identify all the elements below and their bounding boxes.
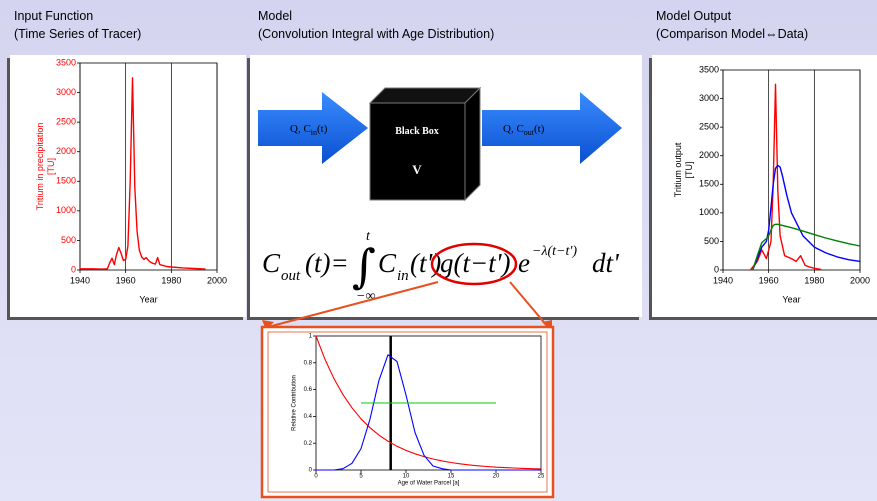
formula-part: C [378, 248, 397, 278]
y-tick-label: 1000 [56, 205, 76, 215]
x-tick-label: 1960 [759, 275, 779, 285]
formula-part: (t)= [305, 248, 349, 278]
formula-part: dt' [592, 248, 620, 278]
y-tick-label: 0.8 [304, 360, 313, 366]
y-tick-label: 2500 [699, 122, 719, 132]
x-tick-label: 20 [493, 474, 500, 480]
x-tick-label: 15 [448, 474, 455, 480]
y-tick-label: 2000 [699, 150, 719, 160]
x-tick-label: 1980 [804, 275, 824, 285]
panel-title: Model Output [656, 9, 732, 23]
y-tick-label: 1500 [699, 179, 719, 189]
y-axis-label: Tritium in precipitation [35, 123, 45, 211]
box-volume: V [412, 162, 422, 177]
y-axis-label: [TU] [684, 162, 694, 179]
formula-part: −λ(t−t') [532, 244, 577, 259]
y-axis-label: Relative Contribution [292, 375, 298, 431]
label: (t) [534, 123, 545, 135]
y-tick-label: 0 [71, 264, 76, 274]
y-tick-label: 0.4 [304, 414, 313, 420]
panel-title: Input Function [14, 9, 93, 23]
formula-part: in [397, 268, 409, 284]
cube-top [370, 88, 480, 103]
formula-part: g(t−t') [440, 248, 510, 278]
y-tick-label: 3000 [56, 87, 76, 97]
y-tick-label: 500 [704, 236, 719, 246]
x-tick-label: 1980 [161, 275, 181, 285]
formula-part: e [518, 248, 530, 278]
y-tick-label: 1500 [56, 176, 76, 186]
panel-title: Model [258, 9, 292, 23]
y-tick-label: 500 [61, 235, 76, 245]
x-tick-label: 10 [403, 474, 410, 480]
x-tick-label: 1960 [116, 275, 136, 285]
page: {"panels": [ {"title": "Input Function",… [0, 0, 877, 501]
x-tick-label: 2000 [850, 275, 870, 285]
formula-part: out [281, 268, 301, 284]
label: Q, C [290, 123, 311, 135]
formula-part: C [262, 248, 281, 278]
x-axis-label: Year [782, 294, 800, 304]
x-tick-label: 1940 [713, 275, 733, 285]
inset-panel [262, 327, 553, 497]
formula-part: ∫ [352, 239, 376, 293]
y-tick-label: 3500 [56, 57, 76, 67]
cube-side [465, 88, 480, 200]
x-axis-label: Age of Water Parcel [a] [398, 481, 460, 487]
y-tick-label: 3500 [699, 64, 719, 74]
panel-subtitle: (Time Series of Tracer) [14, 27, 141, 41]
panel-subtitle: (Convolution Integral with Age Distribut… [258, 27, 494, 41]
x-tick-label: 25 [538, 474, 545, 480]
inflow-label: Q, Cin(t) [290, 123, 328, 137]
y-tick-label: 3000 [699, 93, 719, 103]
x-tick-label: 2000 [207, 275, 227, 285]
y-tick-label: 2500 [56, 117, 76, 127]
y-tick-label: 0.2 [304, 441, 313, 447]
label: (t) [317, 123, 328, 135]
y-tick-label: 1000 [699, 207, 719, 217]
y-tick-label: 0.6 [304, 387, 313, 393]
x-tick-label: 1940 [70, 275, 90, 285]
slide: Input Function (Time Series of Tracer) M… [0, 0, 877, 501]
x-axis-label: Year [139, 294, 157, 304]
panel-subtitle: (Comparison Model⇔Data) [656, 27, 808, 41]
label: Q, C [503, 123, 524, 135]
y-tick-label: 0 [714, 264, 719, 274]
cube-front [370, 103, 465, 200]
y-tick-label: 2000 [56, 146, 76, 156]
y-axis-label: [TU] [46, 158, 56, 175]
y-axis-label: Tritium output [673, 142, 683, 197]
box-label: Black Box [395, 126, 439, 137]
